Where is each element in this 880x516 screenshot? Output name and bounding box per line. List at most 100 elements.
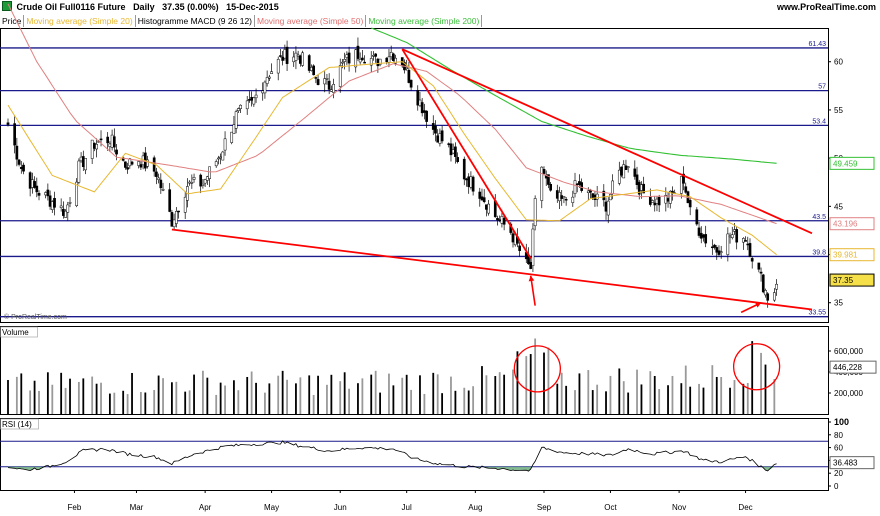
candle [59, 205, 63, 208]
candle [126, 167, 129, 170]
candle [549, 183, 552, 191]
candle [174, 211, 178, 224]
candle [633, 168, 637, 177]
candle [369, 58, 373, 66]
candle [741, 238, 745, 243]
volume-bar [339, 381, 342, 414]
x-tick-label-jun: Jun [334, 503, 347, 512]
volume-bar [565, 385, 568, 414]
candle [653, 202, 657, 206]
volume-bar [516, 351, 519, 414]
site-url: www.ProRealTime.com [776, 2, 876, 12]
volume-bar [450, 376, 452, 414]
candle [301, 52, 304, 66]
legend-macd[interactable]: Histogramme MACD (9 26 12) [136, 15, 255, 27]
candle [657, 196, 661, 206]
candle [345, 54, 349, 58]
candle [268, 76, 271, 79]
volume-bar [370, 374, 373, 414]
candle [265, 77, 269, 84]
volume-bar [560, 372, 563, 414]
volume-bar [206, 377, 209, 414]
candle [440, 130, 444, 142]
candle [640, 184, 643, 191]
candle [438, 133, 442, 144]
volume-bar [153, 389, 156, 414]
legend-price[interactable]: Price [0, 15, 25, 27]
volume-bar [281, 370, 284, 414]
volume-bar [401, 377, 404, 414]
candle [392, 53, 395, 61]
candle [465, 178, 468, 181]
candle [188, 181, 191, 184]
volume-bar [618, 368, 621, 414]
candle [529, 261, 533, 269]
candle [223, 138, 227, 151]
candle [449, 143, 453, 156]
volume-bar [250, 371, 253, 414]
candle [385, 57, 389, 63]
candle [35, 185, 39, 193]
volume-bar [308, 375, 311, 414]
volume-bar [219, 382, 222, 414]
volume-bar [636, 369, 638, 414]
annotation-arrowhead-0 [528, 275, 535, 282]
volume-bar [184, 391, 187, 414]
x-tick-label-aug: Aug [468, 503, 482, 512]
volume-bar [188, 390, 191, 414]
legend-ma50[interactable]: Moving average (Simple 50) [255, 15, 367, 27]
candle [168, 189, 172, 212]
volume-y-label: 200,000 [834, 389, 863, 398]
volume-bar [215, 394, 218, 414]
candle [502, 218, 506, 225]
candle [110, 134, 114, 148]
candle [316, 79, 320, 85]
candle [451, 149, 455, 154]
candle [157, 177, 160, 180]
candle [697, 227, 701, 236]
volume-bar [649, 371, 652, 414]
candle [99, 138, 103, 141]
candle [270, 71, 273, 75]
candle [518, 245, 521, 251]
candle [190, 182, 194, 184]
candle [292, 56, 296, 63]
volume-bar [38, 390, 40, 414]
volume-bar [113, 392, 116, 414]
volume-bar [751, 341, 754, 414]
volume-bar [622, 381, 625, 414]
candle [434, 125, 437, 134]
candle [139, 164, 143, 168]
volume-bar [330, 374, 333, 414]
candle [77, 160, 81, 183]
candle [108, 143, 112, 147]
candle [730, 234, 734, 238]
candle [252, 97, 256, 105]
candle [161, 189, 165, 191]
volume-bar [441, 393, 444, 414]
candle [376, 58, 380, 67]
candle [498, 219, 502, 221]
volume-bar [405, 374, 408, 414]
candle [688, 200, 692, 208]
volume-bars [7, 338, 776, 414]
legend-ma200[interactable]: Moving average (Simple 200) [366, 15, 483, 27]
volume-bar [175, 381, 178, 414]
candle [363, 61, 366, 64]
value-tag-ma20 [829, 248, 875, 262]
x-tick-label-nov: Nov [672, 503, 686, 512]
candle [327, 80, 331, 90]
legend-ma20[interactable]: Moving average (Simple 20) [24, 15, 136, 27]
candle [775, 283, 778, 290]
candle [620, 166, 623, 176]
candle [53, 198, 56, 208]
candle [343, 59, 347, 62]
candle [573, 180, 577, 194]
trendline-1 [401, 48, 532, 259]
candle [602, 190, 606, 201]
candle [555, 190, 559, 199]
candle [44, 192, 48, 196]
level-label-57: 57 [818, 84, 826, 91]
candle [28, 172, 32, 189]
